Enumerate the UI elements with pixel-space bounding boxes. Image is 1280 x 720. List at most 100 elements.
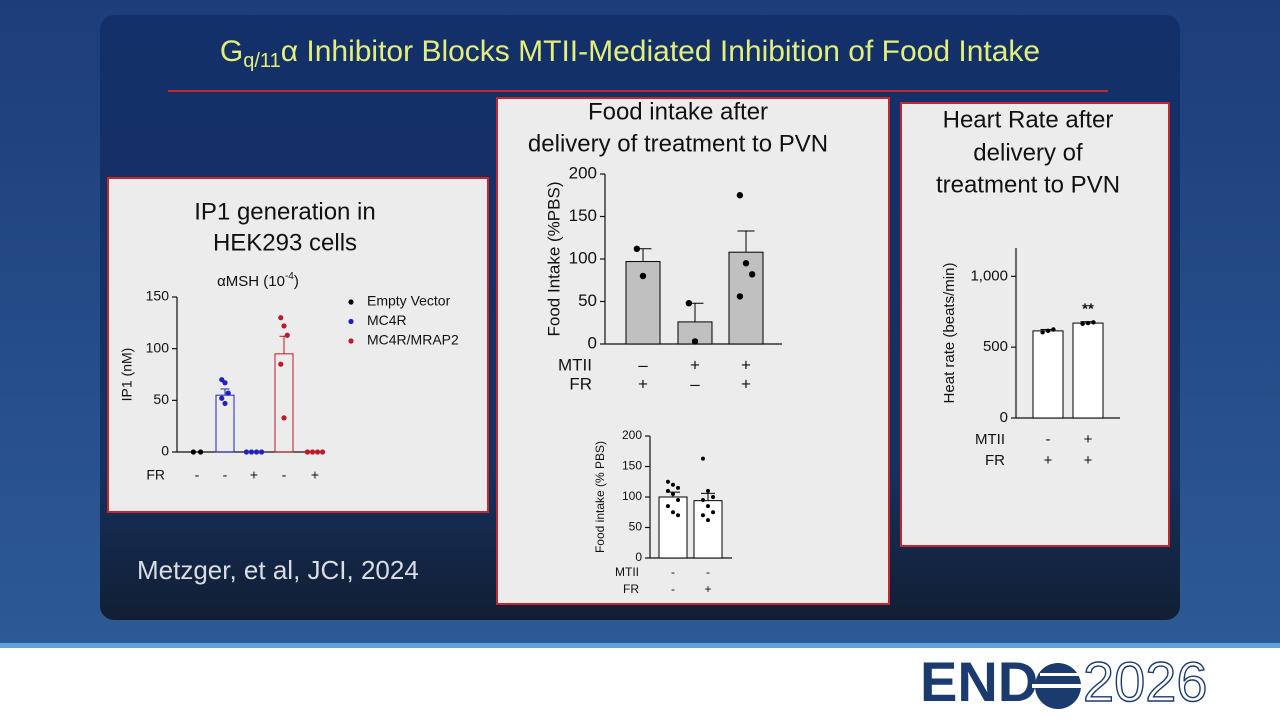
data-point [671,491,675,496]
y-tick-label: 0 [161,443,169,459]
data-point [736,293,744,300]
legend-label: Empty Vector [367,293,451,309]
y-axis-label: Food Intake (%PBS) [544,182,563,337]
data-point [685,300,693,307]
row-value: – [690,374,700,393]
y-tick-label: 200 [622,428,642,442]
divider [0,643,1280,648]
y-tick-label: 500 [983,338,1008,355]
row-label: FR [985,452,1005,469]
row-value: + [250,467,258,483]
data-point [253,449,260,455]
y-tick-label: 0 [1000,409,1008,426]
legend-label: MC4R/MRAP2 [367,332,459,348]
data-point [1091,320,1096,325]
chart-panel [496,97,890,605]
data-point [314,449,321,455]
data-point [691,338,699,345]
chart-title: Heart Rate after [943,106,1114,133]
data-point [1045,328,1051,334]
bar [1072,322,1104,419]
data-point [742,260,750,267]
error-bar [220,388,230,396]
data-point [671,510,675,515]
row-value: - [282,467,287,483]
data-point [736,192,744,199]
slide-title: Gq/11α Inhibitor Blocks MTII-Mediated In… [220,35,1040,72]
row-value: - [671,565,675,579]
bar [1032,330,1064,419]
y-tick-label: 50 [629,520,643,534]
data-point [665,504,670,509]
chart-title: Food intake after [588,98,768,125]
row-value: + [1044,452,1053,469]
data-point [278,315,284,321]
data-point [190,449,196,455]
title-rest: α Inhibitor Blocks MTII-Mediated Inhibit… [281,35,1040,68]
data-point [711,495,716,499]
data-point [706,518,710,523]
row-value: + [638,374,648,393]
y-tick-label: 0 [635,550,642,564]
data-point [700,513,705,518]
row-value: - [223,467,228,483]
subtitle-sup: -4 [285,271,294,282]
chart-panel [900,102,1170,547]
data-point [198,449,204,455]
legend-marker [348,338,354,344]
chart-title: delivery of treatment to PVN [528,130,828,157]
y-tick-label: 150 [146,288,170,304]
y-tick-label: 1,000 [970,267,1008,284]
row-value: + [1084,452,1093,469]
row-value: + [690,355,700,374]
data-point [222,400,228,407]
data-point [281,323,287,329]
row-label: FR [146,467,165,483]
data-point [711,510,716,515]
data-point [278,361,284,367]
row-value: - [671,582,675,596]
y-axis-label: IP1 (nM) [119,348,135,402]
chart-subtitle: αMSH (10-4) [217,271,299,290]
chart-title: HEK293 cells [213,229,357,256]
error-bar [737,230,755,253]
row-label: MTII [615,565,639,579]
charts: IP1 generation in HEK293 cells αMSH (10-4)… [119,98,1120,596]
error-bar [701,492,715,501]
legend-marker [348,318,354,325]
data-point [243,449,250,455]
data-point [676,498,681,503]
logo-globe [1032,663,1084,709]
row-label: MTII [558,355,592,374]
data-point [665,479,670,484]
data-point [639,272,647,280]
y-tick-label: 150 [569,206,597,225]
row-value: – [638,355,648,374]
row-label: MTII [975,431,1005,448]
bar [728,251,764,345]
data-point [1040,330,1045,335]
chart-title: treatment to PVN [936,171,1120,198]
data-point [700,498,705,503]
data-point [676,485,681,490]
data-point [1080,321,1085,326]
row-value: - [195,467,200,483]
y-tick-label: 50 [578,291,597,310]
data-point [319,449,326,455]
row-value: + [741,355,751,374]
title-main: G [220,35,243,68]
data-point [222,380,228,386]
data-point [248,449,255,455]
legend-marker [348,299,354,305]
title-sub: q/11 [243,50,280,72]
data-point [748,271,756,278]
row-label: FR [569,374,592,393]
data-point [671,482,675,487]
data-point [700,456,705,461]
data-point [219,395,225,401]
logo-left: END [920,650,1038,713]
logo-right: 2026 [1083,650,1208,713]
annotation: ** [1082,301,1094,318]
